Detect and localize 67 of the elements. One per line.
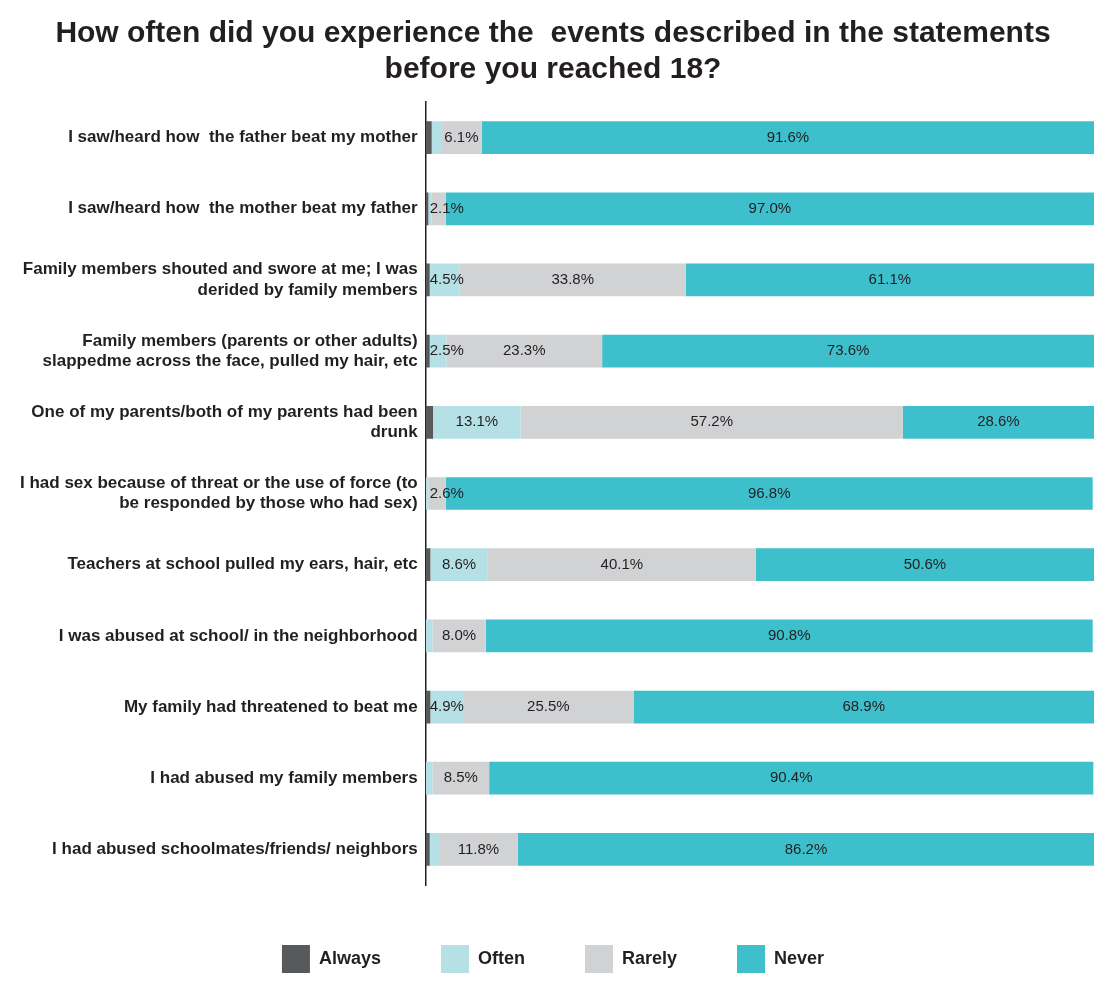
data-label: 23.3% [503, 341, 546, 359]
bar [685, 263, 1094, 297]
legend-label: Always [318, 947, 381, 968]
data-label: 13.1% [455, 412, 499, 430]
chart-title: How often did you experience the events described in the statements before you reached 18? [55, 15, 1051, 85]
y-tick-label: Teachers at school pulled my ears, hair, etc [67, 554, 418, 574]
y-tick-label: I saw/heard how the father beat my mother [68, 127, 419, 147]
bar [430, 548, 488, 582]
data-label: 8.6% [442, 554, 477, 572]
data-label: 2.5% [429, 341, 464, 359]
bar [755, 548, 1094, 582]
data-label: 91.6% [766, 127, 810, 145]
y-tick-label: I was abused at school/ in the neighborhood [58, 625, 418, 645]
y-tick-label: I saw/heard how the mother beat my father [68, 198, 419, 218]
legend-label: Never [774, 947, 825, 968]
data-label: 6.1% [444, 127, 479, 145]
bar [517, 833, 1094, 866]
bar [463, 690, 634, 724]
data-label: 61.1% [868, 270, 912, 288]
bar [902, 405, 1094, 439]
data-label: 4.5% [429, 270, 464, 288]
data-label: 86.2% [784, 839, 828, 857]
data-label: 25.5% [527, 697, 570, 715]
y-tick-label: My family had threatened to beat me [123, 696, 418, 716]
data-label: 50.6% [903, 554, 947, 572]
bar [429, 833, 440, 866]
data-label: 68.9% [842, 697, 886, 715]
data-label: 40.1% [600, 554, 644, 572]
data-label: 90.8% [767, 626, 811, 643]
data-label: 96.8% [747, 483, 791, 501]
legend-label: Rarely [621, 947, 678, 968]
y-tick-label: Family members (parents or other adults) slappedme across the face, pulled my hair, etc [42, 330, 418, 371]
bar [439, 833, 518, 866]
bar [425, 121, 432, 154]
bar [432, 761, 490, 795]
bar [425, 833, 430, 866]
bar [485, 619, 1093, 653]
data-label: 11.8% [457, 839, 500, 857]
y-tick-label: I had sex because of threat or the use of force (to be responded by those who had sex) [20, 472, 418, 513]
data-label: 73.6% [826, 341, 870, 359]
y-tick-label: One of my parents/both of my parents had been drunk [31, 401, 419, 442]
legend-label: Often [477, 947, 525, 968]
bar [489, 761, 1094, 795]
y-tick-label: I had abused my family members [150, 767, 418, 787]
y-tick-label: I had abused schoolmates/friends/ neighbors [52, 839, 418, 859]
data-label: 28.6% [977, 412, 1020, 430]
bar [633, 690, 1094, 724]
y-tick-label: Family members shouted and swore at me; I was derided by family members [22, 259, 418, 299]
data-label: 57.2% [690, 412, 734, 430]
bar [425, 334, 430, 368]
bar [431, 121, 442, 154]
bar [487, 548, 756, 582]
data-label: 90.4% [769, 768, 813, 786]
bar [425, 263, 430, 297]
data-label: 97.0% [748, 198, 792, 216]
data-label: 8.5% [443, 768, 478, 786]
bar [425, 761, 433, 795]
data-label: 4.9% [429, 697, 464, 715]
bar [520, 405, 903, 439]
data-label: 33.8% [551, 270, 594, 288]
bar [425, 619, 433, 653]
bar [432, 619, 486, 653]
bar [602, 334, 1094, 368]
data-label: 8.0% [442, 626, 477, 643]
bar [481, 121, 1094, 154]
bar [425, 405, 434, 439]
bar [433, 405, 521, 439]
